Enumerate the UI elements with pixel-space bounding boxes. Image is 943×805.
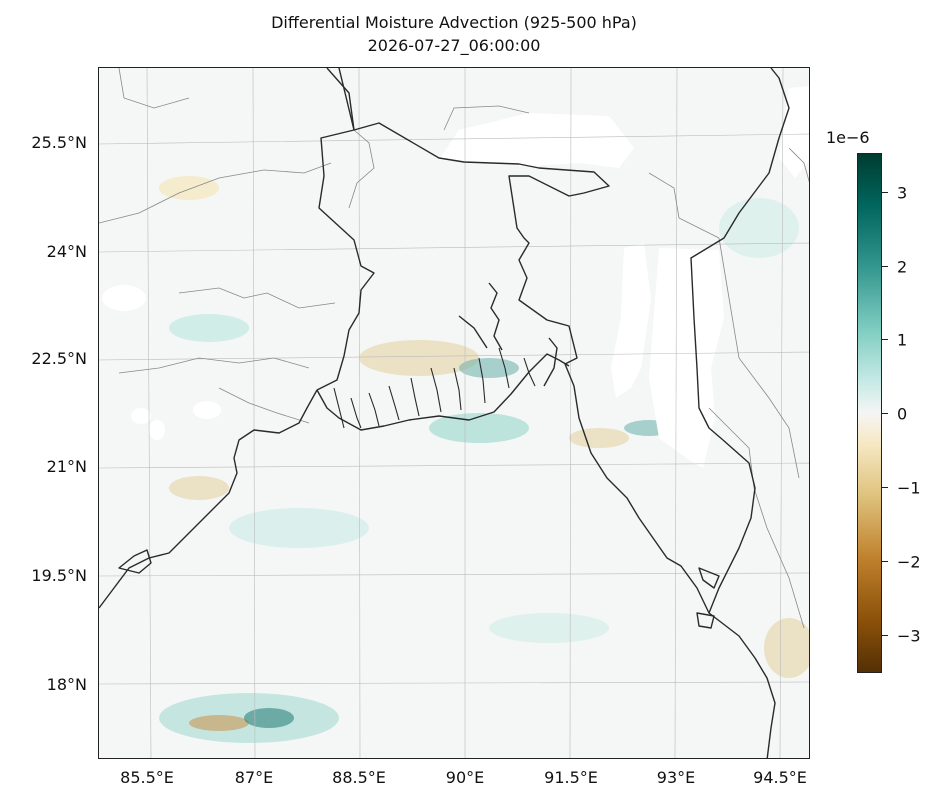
missing-data-areas bbox=[102, 86, 809, 468]
lat-label-18: 18°N bbox=[46, 675, 87, 694]
lat-label-22-5: 22.5°N bbox=[31, 349, 87, 368]
colorbar-exponent: 1e−6 bbox=[826, 128, 870, 147]
lon-label-93: 93°E bbox=[656, 768, 696, 787]
colorbar-label-0: 0 bbox=[897, 404, 908, 424]
colorbar-label-1: 1 bbox=[897, 330, 908, 350]
colorbar-label-minus-2: −2 bbox=[897, 552, 921, 572]
graticule bbox=[99, 68, 809, 758]
colorbar-label-minus-3: −3 bbox=[897, 626, 921, 646]
lon-label-90: 90°E bbox=[445, 768, 485, 787]
colorbar-tick bbox=[882, 561, 888, 563]
lat-label-24: 24°N bbox=[46, 242, 87, 261]
colorbar bbox=[857, 153, 882, 673]
lat-label-25-5: 25.5°N bbox=[31, 133, 87, 152]
lon-label-88-5: 88.5°E bbox=[332, 768, 386, 787]
state-borders bbox=[99, 68, 809, 629]
colorbar-tick bbox=[882, 339, 888, 341]
lat-label-19-5: 19.5°N bbox=[31, 566, 87, 585]
map-title: Differential Moisture Advection (925-500… bbox=[271, 13, 637, 32]
lat-label-21: 21°N bbox=[46, 457, 87, 476]
colorbar-label-2: 2 bbox=[897, 257, 908, 277]
lon-label-94-5: 94.5°E bbox=[753, 768, 807, 787]
lon-label-91-5: 91.5°E bbox=[544, 768, 598, 787]
colorbar-tick bbox=[882, 487, 888, 489]
map-timestamp: 2026-07-27_06:00:00 bbox=[367, 36, 541, 55]
lon-label-87: 87°E bbox=[234, 768, 274, 787]
coastline-and-country-borders bbox=[99, 68, 790, 758]
colorbar-tick bbox=[882, 635, 888, 637]
map-panel bbox=[98, 67, 810, 759]
colorbar-tick bbox=[882, 192, 888, 194]
colorbar-label-3: 3 bbox=[897, 183, 908, 203]
lon-label-85-5: 85.5°E bbox=[120, 768, 174, 787]
colorbar-tick bbox=[882, 266, 888, 268]
colorbar-tick bbox=[882, 413, 888, 415]
colorbar-label-minus-1: −1 bbox=[897, 478, 921, 498]
field-patches bbox=[159, 176, 809, 743]
map-canvas bbox=[99, 68, 809, 758]
delta-channels bbox=[333, 347, 536, 429]
